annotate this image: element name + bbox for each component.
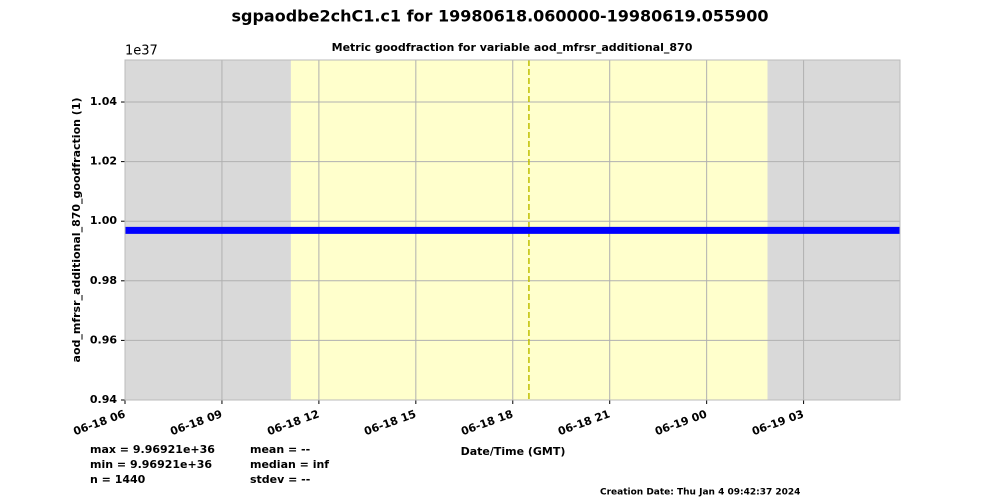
y-tick-label: 1.00 — [90, 214, 117, 227]
y-tick-label: 0.98 — [90, 274, 117, 287]
stat-text: max = 9.96921e+36 — [90, 443, 215, 456]
x-tick-label: 06-18 18 — [459, 407, 514, 438]
chart-title: sgpaodbe2chC1.c1 for 19980618.060000-199… — [231, 7, 768, 26]
offset-label: 1e37 — [125, 44, 158, 59]
x-axis-label: Date/Time (GMT) — [461, 445, 566, 458]
x-tick-label: 06-18 12 — [265, 407, 320, 438]
stat-text: stdev = -- — [250, 473, 310, 486]
stat-text: mean = -- — [250, 443, 310, 456]
plot-frame — [124, 59, 901, 401]
y-tick-label: 1.02 — [90, 155, 117, 168]
x-tick-label: 06-19 00 — [653, 407, 709, 438]
x-tick-label: 06-18 09 — [168, 407, 223, 438]
stat-text: min = 9.96921e+36 — [90, 458, 212, 471]
creation-date: Creation Date: Thu Jan 4 09:42:37 2024 — [600, 488, 800, 498]
y-tick-label: 1.04 — [90, 95, 117, 108]
y-axis-label: aod_mfrsr_additional_870_goodfraction (1… — [70, 98, 83, 363]
x-tick-label: 06-18 15 — [362, 407, 417, 438]
y-tick-label: 0.96 — [90, 333, 117, 346]
x-tick-label: 06-18 21 — [556, 407, 611, 438]
stat-text: n = 1440 — [90, 473, 146, 486]
x-tick-label: 06-19 03 — [750, 407, 805, 438]
y-tick-label: 0.94 — [90, 393, 117, 406]
chart-subtitle: Metric goodfraction for variable aod_mfr… — [332, 41, 693, 54]
x-tick-label: 06-18 06 — [72, 407, 128, 438]
stat-text: median = inf — [250, 458, 329, 471]
